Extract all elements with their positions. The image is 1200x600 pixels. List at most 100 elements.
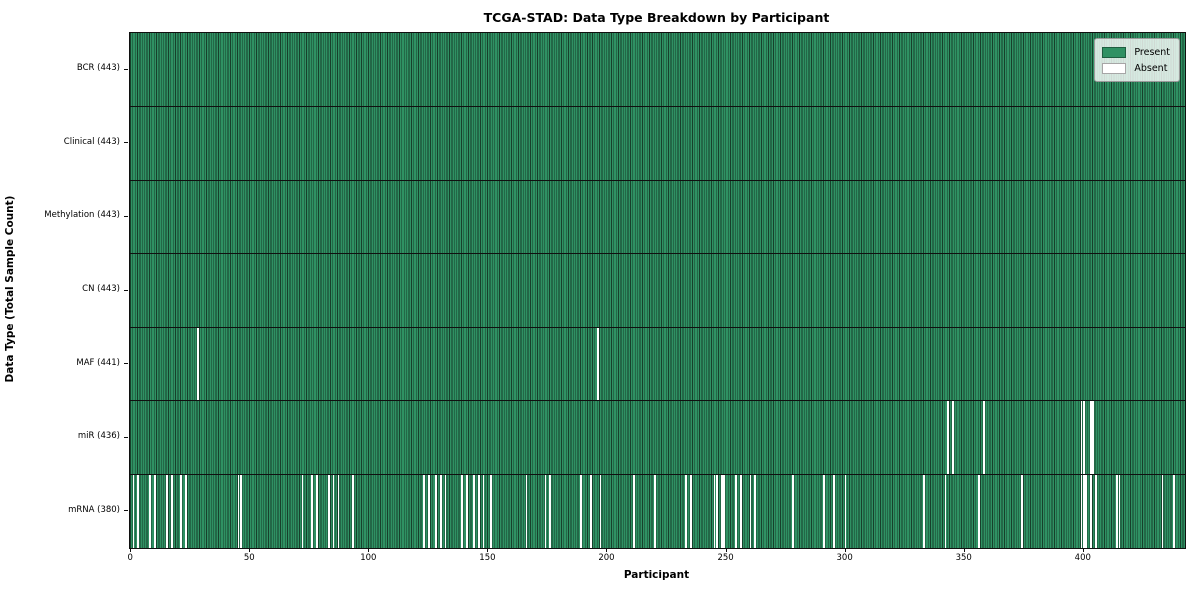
legend-label-present: Present bbox=[1134, 46, 1170, 58]
absent-bar bbox=[439, 474, 442, 548]
absent-bar bbox=[132, 474, 135, 548]
absent-bar bbox=[301, 474, 304, 548]
absent-bar bbox=[978, 474, 980, 548]
absent-bar bbox=[525, 474, 528, 548]
y-tick-label: miR (436) bbox=[77, 431, 120, 442]
x-tick bbox=[844, 548, 846, 552]
y-tick-label: Clinical (443) bbox=[63, 136, 120, 147]
legend-item-present: Present bbox=[1102, 44, 1170, 60]
row-separator bbox=[130, 179, 1185, 181]
absent-bar bbox=[923, 474, 926, 548]
y-tick bbox=[124, 436, 128, 438]
present-swatch-icon bbox=[1102, 46, 1127, 58]
x-tick bbox=[130, 548, 132, 552]
x-tick-label: 300 bbox=[836, 553, 853, 563]
absent-bar bbox=[180, 474, 183, 548]
absent-bar bbox=[1090, 474, 1092, 548]
x-tick-label: 100 bbox=[360, 553, 377, 563]
row-separator bbox=[130, 106, 1185, 108]
absent-bar bbox=[720, 474, 723, 548]
absent-bar bbox=[549, 474, 552, 548]
absent-bar bbox=[716, 474, 718, 548]
absent-bar bbox=[149, 474, 152, 548]
absent-bar bbox=[1116, 474, 1118, 548]
absent-bar bbox=[1080, 474, 1083, 548]
absent-bar bbox=[735, 474, 737, 548]
absent-bar bbox=[489, 474, 492, 548]
absent-bar bbox=[137, 474, 140, 548]
absent-bar bbox=[239, 474, 242, 548]
absent-bar bbox=[1082, 474, 1085, 548]
absent-bar bbox=[713, 474, 716, 548]
absent-bar bbox=[466, 474, 468, 548]
absent-bar bbox=[597, 327, 599, 401]
absent-bar bbox=[478, 474, 480, 548]
absent-bar bbox=[1094, 474, 1097, 548]
absent-bar bbox=[337, 474, 340, 548]
absent-bar bbox=[351, 474, 354, 548]
y-tick-label: Methylation (443) bbox=[44, 210, 120, 221]
y-tick bbox=[124, 142, 128, 144]
absent-bar bbox=[423, 474, 425, 548]
x-tick-label: 200 bbox=[598, 553, 615, 563]
absent-bar bbox=[237, 474, 240, 548]
row-separator bbox=[130, 473, 1185, 475]
absent-bar bbox=[740, 474, 742, 548]
absent-bar bbox=[197, 327, 199, 401]
absent-bar bbox=[951, 400, 954, 475]
x-axis-label: Participant bbox=[623, 569, 690, 581]
x-tick-label: 250 bbox=[717, 553, 734, 563]
absent-bar bbox=[589, 474, 592, 548]
legend-label-absent: Absent bbox=[1134, 62, 1168, 74]
absent-bar bbox=[435, 474, 437, 548]
absent-bar bbox=[473, 474, 475, 548]
y-tick-label: mRNA (380) bbox=[68, 504, 120, 515]
absent-bar bbox=[947, 400, 949, 475]
absent-bar bbox=[823, 474, 826, 548]
absent-bar bbox=[1161, 474, 1164, 548]
y-tick bbox=[124, 68, 128, 70]
x-tick-label: 50 bbox=[243, 553, 255, 563]
x-tick bbox=[963, 548, 965, 552]
absent-bar bbox=[685, 474, 687, 548]
absent-bar bbox=[311, 474, 313, 548]
absent-bar bbox=[690, 474, 692, 548]
row-separator bbox=[130, 326, 1185, 328]
absent-bar bbox=[1082, 400, 1085, 475]
y-tick bbox=[124, 215, 128, 217]
absent-bar bbox=[982, 400, 985, 475]
x-tick-label: 150 bbox=[479, 553, 496, 563]
plot-area: Present Absent bbox=[129, 32, 1186, 549]
absent-bar bbox=[1092, 400, 1095, 475]
x-tick-label: 400 bbox=[1074, 553, 1091, 563]
x-tick bbox=[487, 548, 489, 552]
y-tick bbox=[124, 289, 128, 291]
absent-bar bbox=[832, 474, 835, 548]
absent-bar bbox=[461, 474, 464, 548]
y-tick bbox=[124, 510, 128, 512]
absent-bar bbox=[1085, 474, 1087, 548]
absent-bar bbox=[444, 474, 447, 548]
x-tick-label: 350 bbox=[955, 553, 972, 563]
absent-bar bbox=[1080, 400, 1083, 475]
absent-bar bbox=[632, 474, 635, 548]
absent-bar bbox=[170, 474, 173, 548]
legend-item-absent: Absent bbox=[1102, 60, 1170, 76]
absent-bar bbox=[1173, 474, 1176, 548]
absent-bar bbox=[332, 474, 335, 548]
absent-bar bbox=[166, 474, 168, 548]
y-tick bbox=[124, 363, 128, 365]
absent-bar bbox=[654, 474, 656, 548]
legend: Present Absent bbox=[1094, 38, 1180, 82]
absent-bar bbox=[1090, 400, 1092, 475]
absent-swatch-icon bbox=[1102, 62, 1127, 74]
absent-bar bbox=[599, 474, 602, 548]
x-tick bbox=[1082, 548, 1084, 552]
x-tick bbox=[249, 548, 251, 552]
absent-bar bbox=[482, 474, 485, 548]
absent-bar bbox=[580, 474, 583, 548]
absent-bar bbox=[185, 474, 187, 548]
x-tick bbox=[368, 548, 370, 552]
x-tick bbox=[606, 548, 608, 552]
y-tick-label: BCR (443) bbox=[76, 63, 120, 74]
